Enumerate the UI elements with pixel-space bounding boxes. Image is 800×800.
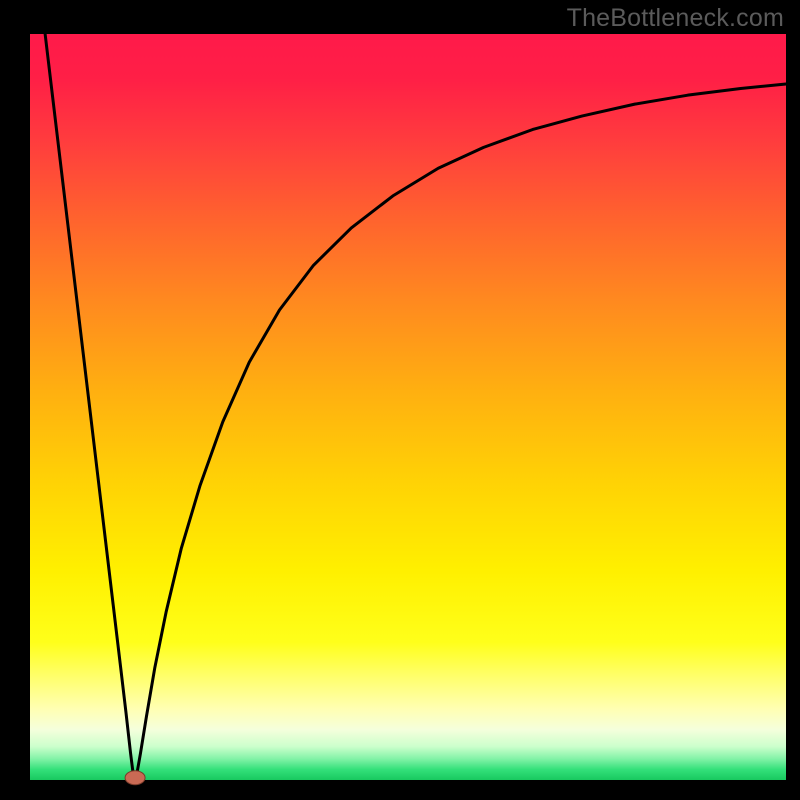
- plot-background: [30, 34, 786, 780]
- minimum-marker: [125, 771, 145, 785]
- chart-svg: [0, 0, 800, 800]
- chart-frame: TheBottleneck.com: [0, 0, 800, 800]
- watermark-text: TheBottleneck.com: [567, 4, 784, 33]
